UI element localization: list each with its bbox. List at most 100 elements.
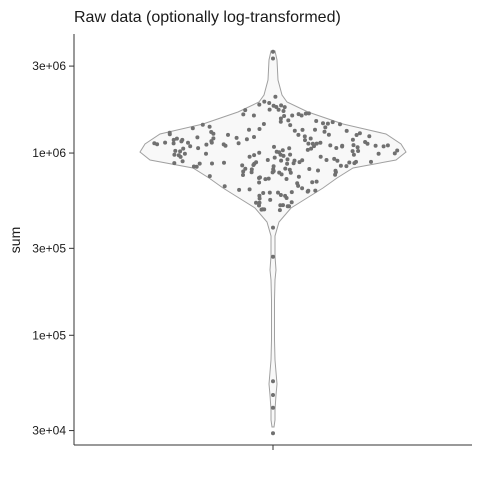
data-point <box>186 140 190 145</box>
data-point <box>251 113 256 118</box>
data-point <box>313 127 317 132</box>
data-point <box>221 142 226 147</box>
data-point <box>322 129 327 134</box>
data-point <box>365 141 370 146</box>
data-point <box>234 135 239 140</box>
data-point <box>278 116 283 121</box>
data-point <box>279 172 284 177</box>
y-tick-label-4: 3e+06 <box>32 59 66 73</box>
data-point <box>314 119 319 123</box>
data-point <box>305 147 310 152</box>
data-point <box>247 187 252 192</box>
data-point <box>271 167 276 172</box>
data-point <box>266 176 271 181</box>
data-point <box>347 160 352 165</box>
data-point <box>241 169 246 174</box>
data-point <box>236 141 241 146</box>
data-point <box>244 137 249 142</box>
data-point <box>272 155 277 160</box>
data-point <box>283 166 288 171</box>
data-point <box>340 143 345 148</box>
data-point <box>152 141 157 146</box>
data-point <box>270 170 275 175</box>
data-point <box>252 153 257 158</box>
data-point <box>163 140 168 145</box>
data-point <box>188 144 193 149</box>
data-point <box>381 144 386 149</box>
data-point <box>313 188 318 193</box>
data-point <box>172 161 177 166</box>
data-point <box>181 146 186 151</box>
data-point <box>284 177 289 181</box>
data-point <box>321 121 325 126</box>
data-point <box>289 200 294 205</box>
data-point <box>271 225 275 230</box>
data-point <box>279 103 284 108</box>
data-point <box>182 151 187 156</box>
data-point <box>278 152 283 157</box>
data-point <box>282 114 287 118</box>
data-point <box>271 164 276 169</box>
data-point <box>271 56 275 61</box>
data-point <box>278 119 283 124</box>
data-point <box>257 150 262 155</box>
data-point <box>200 122 205 127</box>
data-point <box>271 405 275 410</box>
data-point <box>292 158 297 163</box>
data-point <box>222 160 226 165</box>
data-point <box>302 134 307 139</box>
data-point <box>257 176 261 180</box>
data-point <box>338 122 342 127</box>
data-point <box>296 132 301 137</box>
data-point <box>209 130 214 134</box>
data-point <box>167 132 172 137</box>
data-point <box>330 120 335 125</box>
data-point <box>285 157 290 162</box>
data-point <box>282 105 287 110</box>
data-point <box>296 112 301 117</box>
data-point <box>190 126 195 131</box>
data-point <box>318 154 323 159</box>
y-tick-label-2: 3e+05 <box>32 241 66 255</box>
data-point <box>278 193 283 197</box>
data-point <box>276 107 281 112</box>
data-point <box>261 122 266 126</box>
data-point <box>385 143 390 148</box>
data-point <box>171 141 176 146</box>
data-point <box>352 161 357 166</box>
data-point <box>240 163 245 168</box>
data-point <box>395 148 400 153</box>
data-point <box>174 136 179 141</box>
data-point <box>257 180 262 185</box>
data-point <box>179 139 184 144</box>
data-point <box>335 158 340 163</box>
data-point <box>288 152 293 157</box>
data-point <box>274 149 279 154</box>
data-point <box>332 156 337 161</box>
data-point <box>334 146 339 150</box>
data-point <box>296 183 301 188</box>
data-point <box>299 113 304 118</box>
data-points <box>152 49 400 436</box>
data-point <box>350 149 355 154</box>
data-point <box>171 137 176 142</box>
data-point <box>306 111 311 116</box>
data-point <box>279 158 284 163</box>
data-point <box>249 170 254 175</box>
data-point <box>288 123 293 128</box>
data-point <box>268 197 273 202</box>
data-point <box>180 159 185 164</box>
y-tick-label-1: 1e+05 <box>32 328 66 342</box>
data-point <box>273 94 278 99</box>
data-point <box>211 136 216 141</box>
data-point <box>373 143 378 148</box>
data-point <box>367 134 372 139</box>
data-point <box>333 170 338 175</box>
data-point <box>207 124 212 129</box>
data-point <box>252 135 256 139</box>
data-point <box>318 140 323 145</box>
y-axis-title: sum <box>7 227 23 253</box>
data-point <box>309 146 314 151</box>
data-point <box>274 105 279 109</box>
data-point <box>369 159 373 164</box>
